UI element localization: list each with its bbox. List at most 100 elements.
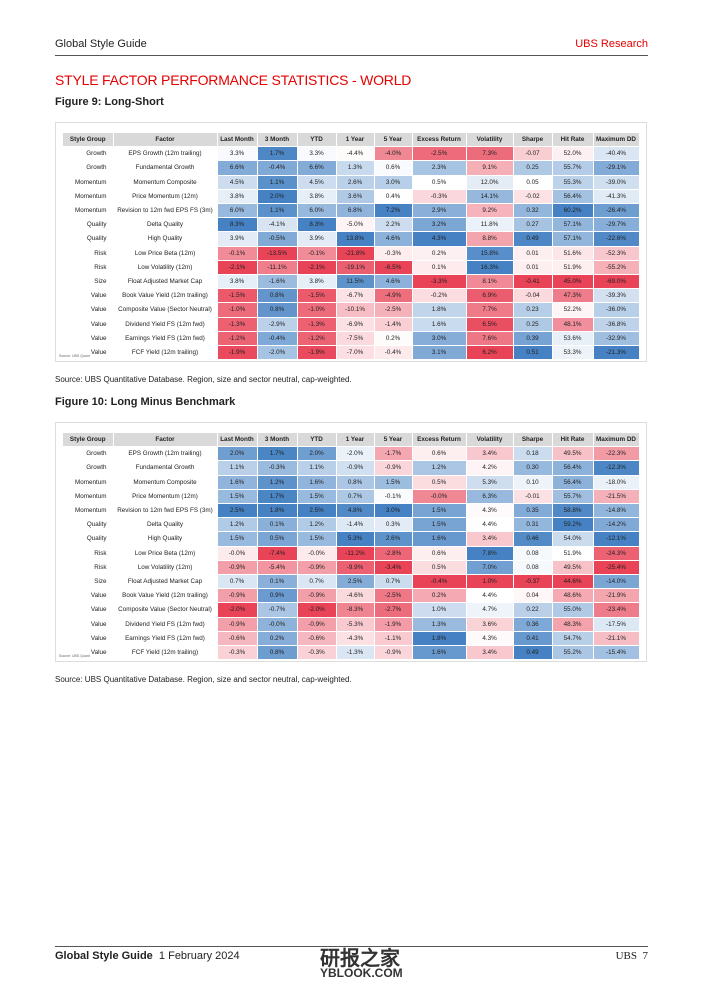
cell: -69.0%	[593, 274, 640, 290]
cell: -4.9%	[374, 288, 413, 304]
factor: Low Price Beta (12m)	[113, 546, 218, 561]
cell: -22.3%	[593, 446, 640, 462]
cell: -0.9%	[217, 588, 258, 604]
table-row: Momentum Price Momentum (12m) 3.8% 2.0% 3.8%…	[63, 189, 640, 205]
column-header: 1 Year	[336, 133, 375, 148]
cell: 56.4%	[552, 475, 594, 490]
cell: 6.2%	[466, 345, 514, 361]
header-row: Style Group Factor Last Month 3 Month YTD 1 Y…	[63, 133, 640, 148]
factor: Fundamental Growth	[113, 460, 218, 476]
cell: 0.32	[513, 203, 553, 219]
cell: 4.5%	[217, 175, 258, 190]
cell: -13.5%	[257, 246, 298, 261]
cell: 1.2%	[257, 475, 298, 490]
cell: -21.9%	[593, 588, 640, 604]
style-group: Value	[63, 602, 114, 618]
style-group: Growth	[63, 446, 114, 462]
cell: 0.8%	[257, 288, 298, 304]
cell: 12.0%	[466, 175, 514, 190]
cell: 1.5%	[217, 489, 258, 505]
cell: 6.3%	[466, 489, 514, 505]
column-header: 3 Month	[257, 433, 298, 448]
factor: Composite Value (Sector Neutral)	[113, 302, 218, 318]
cell: -29.1%	[593, 160, 640, 176]
cell: -29.7%	[593, 217, 640, 233]
cell: -0.3%	[217, 645, 258, 661]
cell: -0.9%	[336, 460, 375, 476]
cell: 8.3%	[297, 217, 337, 233]
cell: -0.6%	[297, 631, 337, 647]
style-group: Value	[63, 617, 114, 632]
cell: 48.1%	[552, 317, 594, 332]
cell: 0.04	[513, 588, 553, 604]
factor: Price Momentum (12m)	[113, 489, 218, 505]
cell: 0.9%	[257, 588, 298, 604]
table-row: Value Composite Value (Sector Neutral) -1.…	[63, 302, 640, 318]
cell: -0.4%	[412, 574, 467, 590]
factor: Book Value Yield (12m trailing)	[113, 288, 218, 304]
style-group: Momentum	[63, 203, 114, 219]
source: Source: UBS Quantitative Database. Regio…	[55, 675, 352, 684]
table-row: Growth Fundamental Growth 6.6% -0.4% 6.6% 1.3…	[63, 160, 640, 176]
table-row: Momentum Revision to 12m fwd EPS FS (3m) 2…	[63, 503, 640, 519]
cell: -5.3%	[336, 617, 375, 632]
cell: 13.8%	[336, 231, 375, 247]
cell: 48.3%	[552, 617, 594, 632]
factor: Earnings Yield FS (12m fwd)	[113, 331, 218, 347]
cell: 5.3%	[466, 475, 514, 490]
cell: -1.5%	[217, 288, 258, 304]
cell: -39.3%	[593, 288, 640, 304]
cell: -23.4%	[593, 602, 640, 618]
cell: 0.7%	[336, 489, 375, 505]
cell: 4.8%	[336, 503, 375, 519]
style-group: Quality	[63, 517, 114, 533]
cell: -7.0%	[336, 345, 375, 361]
cell: 1.8%	[257, 503, 298, 519]
cell: -1.9%	[297, 345, 337, 361]
cell: -40.4%	[593, 146, 640, 162]
table-box: Style Group Factor Last Month 3 Month YTD 1 Y…	[55, 122, 647, 362]
figure-title: Figure 9: Long-Short	[55, 96, 164, 108]
cell: 8.8%	[466, 231, 514, 247]
factor: FCF Yield (12m trailing)	[113, 345, 218, 361]
cell: 6.9%	[466, 288, 514, 304]
style-group: Quality	[63, 531, 114, 547]
cell: 0.05	[513, 175, 553, 190]
cell: 16.3%	[466, 260, 514, 276]
cell: 1.1%	[257, 203, 298, 219]
style-group: Risk	[63, 260, 114, 276]
cell: 1.6%	[412, 645, 467, 661]
cell: -21.1%	[593, 631, 640, 647]
footer-title: Global Style Guide	[55, 950, 153, 962]
cell: 2.2%	[374, 217, 413, 233]
cell: -0.4%	[374, 345, 413, 361]
factor: High Quality	[113, 531, 218, 547]
cell: 3.4%	[466, 446, 514, 462]
cell: -4.1%	[257, 217, 298, 233]
cell: 4.3%	[466, 631, 514, 647]
cell: -0.1%	[374, 489, 413, 505]
cell: 55.0%	[552, 602, 594, 618]
table-row: Quality Delta Quality 8.3% -4.1% 8.3% -5.0% 2.…	[63, 217, 640, 233]
cell: 5.3%	[336, 531, 375, 547]
watermark-url: YBLOOK.COM	[320, 966, 403, 980]
table-row: Risk Low Price Beta (12m) -0.0% -7.4% -0.0% -…	[63, 546, 640, 561]
footer-left: Global Style Guide 1 February 2024	[55, 950, 240, 962]
table-row: Growth Fundamental Growth 1.1% -0.3% 1.1% -0.…	[63, 460, 640, 476]
cell: 0.6%	[412, 546, 467, 561]
cell: 0.22	[513, 602, 553, 618]
cell: -0.9%	[374, 645, 413, 661]
style-group: Momentum	[63, 503, 114, 519]
cell: 1.8%	[412, 302, 467, 318]
cell: -1.0%	[297, 302, 337, 318]
cell: 6.8%	[336, 203, 375, 219]
cell: 0.08	[513, 546, 553, 561]
footer-rule	[55, 946, 648, 947]
column-header: Excess Return	[412, 133, 467, 148]
cell: -1.6%	[257, 274, 298, 290]
cell: 0.6%	[374, 160, 413, 176]
table-row: Value Composite Value (Sector Neutral) -2.…	[63, 602, 640, 618]
column-header: 5 Year	[374, 433, 413, 448]
table-row: Quality High Quality 3.9% -0.5% 3.9% 13.8% 4.6…	[63, 231, 640, 247]
cell: 2.0%	[257, 189, 298, 205]
